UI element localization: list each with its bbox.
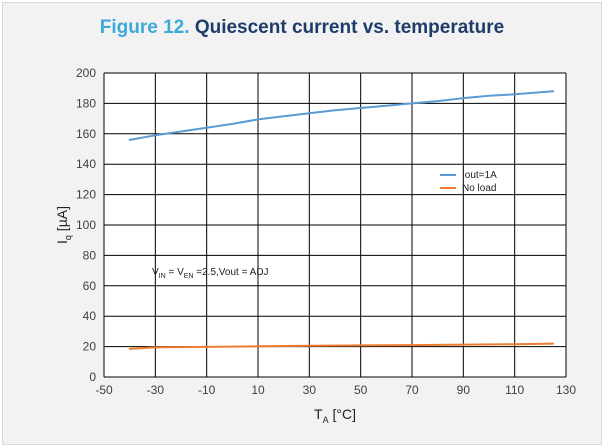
figure-title: Figure 12. Quiescent current vs. tempera…	[3, 17, 601, 39]
y-axis-label: Iq [µA]	[54, 206, 73, 244]
x-label-main: T	[314, 406, 323, 422]
series-line-0	[128, 90, 555, 141]
series-line-1	[128, 342, 555, 350]
y-tick-label: 200	[76, 66, 96, 80]
anno-part-1: V	[152, 267, 159, 278]
x-tick-label: -30	[147, 383, 165, 397]
x-tick-label: -50	[95, 383, 113, 397]
x-tick-label: 50	[354, 383, 368, 397]
anno-sub-1: IN	[159, 273, 166, 280]
y-tick-label: 140	[76, 157, 96, 171]
x-label-sub: A	[323, 415, 329, 425]
y-tick-label: 160	[76, 127, 96, 141]
anno-part-2: = V	[166, 267, 184, 278]
legend: Iout=1A No load	[440, 170, 497, 194]
y-tick-label: 0	[89, 370, 96, 384]
x-tick-label: 70	[405, 383, 419, 397]
y-label-main: I	[54, 240, 70, 244]
x-tick-label: -10	[198, 383, 216, 397]
y-label-sub: q	[63, 235, 73, 240]
legend-label-iout: Iout=1A	[462, 170, 497, 181]
anno-part-3: =2.5,Vout = ADJ	[193, 267, 268, 278]
y-tick-label: 80	[83, 248, 97, 262]
x-axis-label: TA [°C]	[314, 406, 356, 425]
legend-label-noload: No load	[462, 183, 496, 194]
y-tick-label: 180	[76, 96, 96, 110]
y-label-unit: [µA]	[54, 206, 70, 235]
figure-number: Figure 12.	[99, 17, 190, 38]
y-tick-label: 40	[83, 309, 97, 323]
y-tick-label: 20	[83, 340, 97, 354]
x-tick-label: 130	[556, 383, 576, 397]
x-tick-label: 90	[457, 383, 471, 397]
anno-sub-2: EN	[184, 273, 194, 280]
x-tick-label: 10	[251, 383, 265, 397]
x-tick-label: 30	[303, 383, 317, 397]
conditions-annotation: VIN = VEN =2.5,Vout = ADJ	[152, 267, 269, 280]
y-tick-label: 100	[76, 218, 96, 232]
x-tick-label: 110	[505, 383, 524, 397]
tick-labels: -50 -30 -10 10 30 50 70 90 110 130 0 20 40 60 80 100 120…	[76, 66, 576, 397]
y-tick-label: 60	[83, 279, 97, 293]
y-tick-label: 120	[76, 188, 96, 202]
figure-title-text: Quiescent current vs. temperature	[194, 17, 505, 38]
series-lines	[128, 90, 555, 350]
x-label-unit: [°C]	[329, 406, 356, 422]
